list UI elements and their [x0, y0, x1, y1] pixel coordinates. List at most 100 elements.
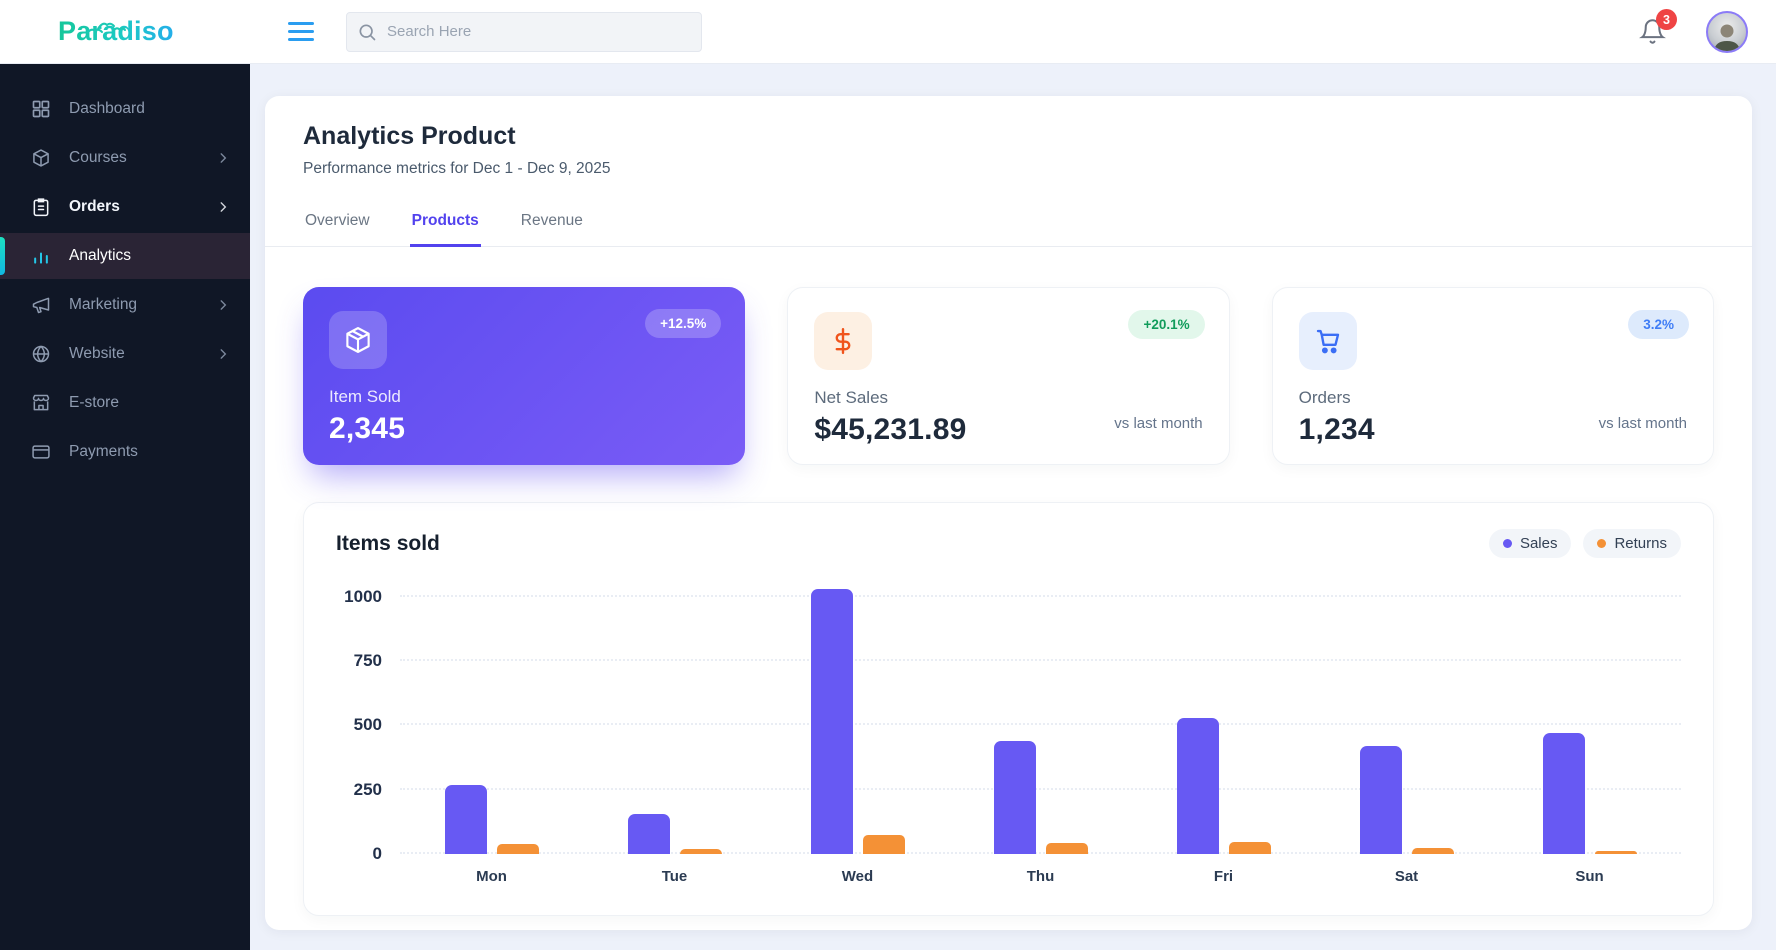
sidebar-item-estore[interactable]: E-store	[0, 380, 250, 426]
dashboard-grid-icon	[30, 99, 51, 120]
bar-sales-fri	[1176, 718, 1219, 854]
stat-value: 2,345	[329, 412, 406, 445]
stat-value: $45,231.89	[814, 413, 967, 446]
legend-item-sales: Sales	[1488, 529, 1572, 558]
stat-value: 1,234	[1298, 413, 1375, 446]
sidebar-item-analytics[interactable]: Analytics	[0, 233, 250, 279]
sidebar-item-marketing[interactable]: Marketing	[0, 282, 250, 328]
bar-group-tue	[583, 584, 766, 854]
x-tick-label: Thu	[1026, 868, 1055, 885]
courses-cube-icon	[30, 148, 51, 169]
sidebar-item-label: E-store	[69, 394, 119, 411]
notification-count-badge: 3	[1656, 9, 1677, 30]
menu-toggle-button[interactable]	[288, 22, 314, 41]
tab-products[interactable]: Products	[409, 196, 481, 247]
sidebar-item-payments[interactable]: Payments	[0, 429, 250, 475]
gridline	[400, 788, 1681, 790]
cart-icon	[1298, 312, 1357, 370]
bar-returns-thu	[1045, 843, 1088, 854]
legend-item-returns: Returns	[1583, 529, 1681, 558]
stat-note: vs last month	[1598, 415, 1687, 432]
bar-sales-tue	[627, 814, 670, 854]
bar-returns-tue	[679, 849, 722, 854]
chevron-right-icon	[216, 298, 230, 312]
sidebar-item-label: Website	[69, 345, 125, 362]
stat-note: vs last month	[1114, 415, 1203, 432]
x-tick-label: Sat	[1394, 868, 1419, 885]
stat-label: Net Sales	[814, 388, 889, 407]
chevron-right-icon	[216, 347, 230, 361]
bar-sales-mon	[444, 785, 487, 854]
items-sold-chart-card: Items sold Sales Returns	[303, 502, 1714, 916]
sidebar-item-website[interactable]: Website	[0, 331, 250, 377]
estore-shop-icon	[30, 393, 51, 414]
page-title: Analytics Product	[303, 122, 516, 150]
stat-cards-row: +12.5% Item Sold 2,345 +20.1% Net	[303, 287, 1714, 465]
website-globe-icon	[30, 344, 51, 365]
sidebar-item-label: Payments	[69, 443, 138, 460]
legend-dot	[1597, 539, 1607, 548]
top-bar: Paradiso 3	[0, 0, 1776, 64]
stat-label: Orders	[1298, 388, 1351, 407]
bar-returns-sat	[1411, 848, 1454, 854]
analytics-chart-icon	[30, 246, 51, 267]
bar-returns-fri	[1228, 842, 1271, 854]
notifications-button[interactable]: 3	[1639, 9, 1677, 45]
bar-group-thu	[949, 584, 1132, 854]
bar-group-sun	[1498, 584, 1681, 854]
analytics-panel: Analytics Product Performance metrics fo…	[265, 96, 1752, 930]
bar-group-mon	[400, 584, 583, 854]
gridline	[400, 659, 1681, 661]
x-tick-label: Fri	[1213, 868, 1234, 885]
sidebar-nav: Dashboard Courses Orders	[0, 64, 250, 950]
bar-sales-sat	[1359, 746, 1402, 854]
y-tick-label: 1000	[344, 587, 382, 606]
x-tick-label: Sun	[1575, 868, 1604, 885]
sidebar-item-label: Analytics	[69, 247, 132, 264]
items-sold-chart: 0 250 500 750 1000 Mon Tue Wed Thu Fri Sat Sun	[336, 584, 1681, 885]
marketing-megaphone-icon	[30, 295, 51, 316]
y-tick-label: 0	[372, 844, 382, 863]
tab-bar: Overview Products Revenue	[265, 196, 1752, 247]
bar-sales-thu	[993, 741, 1036, 854]
y-tick-label: 250	[353, 780, 382, 799]
bar-returns-wed	[862, 835, 905, 854]
x-tick-label: Tue	[661, 868, 688, 885]
sidebar-item-label: Courses	[69, 149, 127, 166]
bar-returns-sun	[1594, 851, 1637, 854]
sidebar-item-dashboard[interactable]: Dashboard	[0, 86, 250, 132]
person-icon	[1714, 24, 1740, 51]
bar-returns-mon	[496, 844, 539, 854]
logo-birds-icon	[86, 20, 132, 36]
chart-y-axis: 0 250 500 750 1000	[336, 584, 400, 863]
sidebar-item-courses[interactable]: Courses	[0, 135, 250, 181]
chart-x-axis: Mon Tue Wed Thu Fri Sat Sun	[400, 868, 1681, 885]
x-tick-label: Wed	[841, 868, 874, 885]
dollar-icon	[814, 312, 873, 370]
user-avatar[interactable]	[1706, 10, 1748, 53]
gridline	[400, 595, 1681, 597]
chart-title: Items sold	[336, 531, 440, 555]
tab-overview[interactable]: Overview	[305, 212, 370, 229]
payments-card-icon	[30, 442, 51, 463]
chevron-right-icon	[216, 151, 230, 165]
stat-card-net-sales: +20.1% Net Sales $45,231.89 vs last mont…	[787, 287, 1230, 465]
package-icon	[329, 311, 387, 369]
stat-label: Item Sold	[329, 387, 401, 406]
tab-revenue[interactable]: Revenue	[520, 212, 583, 229]
panel-header: Analytics Product Performance metrics fo…	[265, 96, 1752, 196]
bar-group-sat	[1315, 584, 1498, 854]
gridline	[400, 723, 1681, 725]
bell-icon	[1639, 19, 1666, 44]
sidebar-item-orders[interactable]: Orders	[0, 184, 250, 230]
orders-clipboard-icon	[30, 197, 51, 218]
legend-dot	[1502, 539, 1512, 548]
chart-bar-groups	[400, 584, 1681, 854]
y-tick-label: 500	[353, 715, 382, 734]
gridline	[400, 852, 1681, 854]
bar-sales-wed	[810, 589, 853, 854]
search-input[interactable]	[346, 11, 702, 52]
change-badge: 3.2%	[1628, 310, 1689, 339]
y-tick-label: 750	[353, 651, 382, 670]
